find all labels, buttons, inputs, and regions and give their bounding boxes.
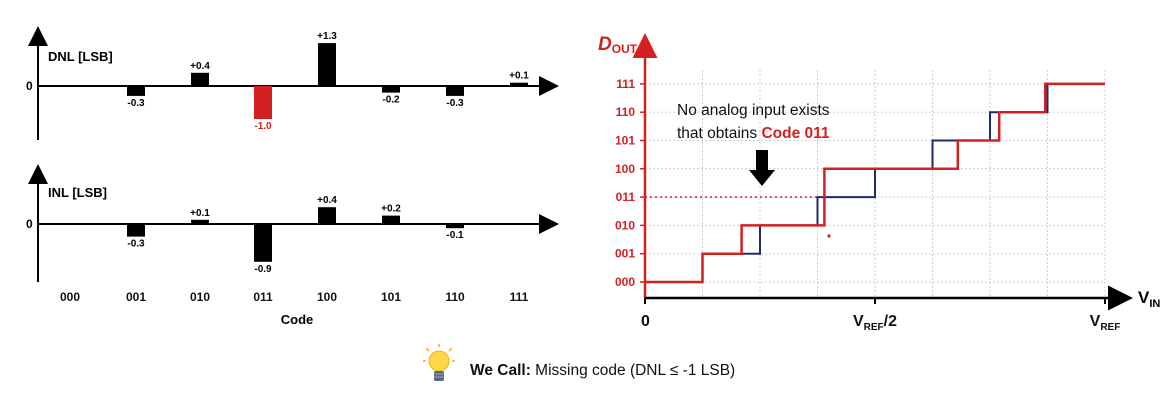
down-arrow-icon	[749, 150, 775, 186]
inl-chart: INL [LSB] 0 Code -0.3 +0.1 -0.9 +0.4 +0.2 -0.…	[26, 164, 559, 327]
caption-body: Missing code (DNL ≤ -1 LSB)	[531, 362, 735, 379]
inl-value-label: -0.1	[446, 230, 464, 241]
lightbulb-icon	[423, 344, 455, 381]
transfer-y-label: DOUT	[598, 34, 638, 56]
y-tick-label: 010	[615, 218, 635, 232]
dnl-bar	[446, 86, 464, 96]
transfer-chart: DOUT VIN 0 VREF/2 VREF 000 001 010 011 100 101 1…	[598, 33, 1160, 333]
annotation-line-2: that obtains Code 011	[677, 125, 830, 142]
dnl-chart: DNL [LSB] 0 -0.3 +0.4 -1.0 +1.3 -0.2 -0.3 +0.1	[26, 26, 559, 140]
y-tick-label: 000	[615, 275, 635, 289]
inl-category-label: 010	[190, 290, 210, 304]
dnl-bar	[254, 86, 272, 119]
dnl-value-label: -0.3	[127, 98, 145, 109]
dnl-value-label: -1.0	[254, 121, 272, 132]
x-tick-label: VREF	[1090, 313, 1121, 333]
inl-category-label: 100	[317, 290, 337, 304]
inl-value-label: -0.9	[254, 264, 272, 275]
inl-bar	[127, 224, 145, 237]
dnl-bar	[191, 72, 209, 86]
y-tick-label: 001	[615, 247, 635, 261]
dnl-value-label: +0.4	[190, 61, 210, 72]
inl-category-label: 000	[60, 290, 80, 304]
x-tick-label: VREF/2	[853, 313, 897, 333]
inl-bar	[318, 207, 336, 224]
dnl-value-label: -0.3	[446, 98, 464, 109]
inl-category-label: 001	[126, 290, 146, 304]
red-dot-mark	[827, 234, 831, 238]
x-tick-label: 0	[641, 313, 650, 330]
dnl-bar	[318, 43, 336, 86]
transfer-y-ticks: 000 001 010 011 100 101 110 111	[615, 77, 645, 289]
y-tick-label: 111	[616, 77, 635, 91]
dnl-value-label: -0.2	[382, 95, 400, 106]
inl-bar	[191, 219, 209, 224]
dnl-bar	[510, 82, 528, 86]
dnl-y-label: DNL [LSB]	[48, 49, 113, 64]
y-tick-label: 101	[615, 134, 635, 148]
annotation-highlight: Code 011	[761, 125, 829, 142]
annotation-line-1: No analog input exists	[677, 102, 830, 119]
caption-bold: We Call:	[470, 362, 531, 379]
y-tick-label: 011	[616, 190, 636, 204]
inl-category-label: 111	[510, 290, 529, 304]
y-tick-label: 100	[615, 162, 635, 176]
dnl-zero-label: 0	[26, 79, 33, 93]
dnl-bar	[382, 86, 400, 93]
inl-bar	[446, 224, 464, 229]
inl-category-label: 011	[253, 290, 273, 304]
transfer-x-ticks: 0 VREF/2 VREF	[641, 298, 1120, 333]
actual-staircase-line	[645, 82, 1105, 284]
inl-zero-label: 0	[26, 217, 33, 231]
inl-category-label: 101	[381, 290, 401, 304]
y-tick-label: 110	[616, 105, 636, 119]
inl-category-label: 110	[445, 290, 465, 304]
dnl-bar	[127, 86, 145, 96]
inl-bar	[254, 224, 272, 262]
inl-x-label: Code	[281, 312, 314, 327]
inl-value-label: +0.1	[190, 208, 210, 219]
dnl-value-label: +0.1	[509, 71, 529, 82]
inl-value-label: -0.3	[127, 239, 145, 250]
caption-text: We Call: Missing code (DNL ≤ -1 LSB)	[470, 362, 735, 379]
inl-bar	[382, 215, 400, 224]
transfer-lines	[645, 82, 1105, 284]
dnl-value-label: +1.3	[317, 31, 337, 42]
inl-y-label: INL [LSB]	[48, 185, 107, 200]
transfer-x-label: VIN	[1138, 288, 1160, 310]
inl-value-label: +0.2	[381, 204, 401, 215]
inl-value-label: +0.4	[317, 195, 337, 206]
